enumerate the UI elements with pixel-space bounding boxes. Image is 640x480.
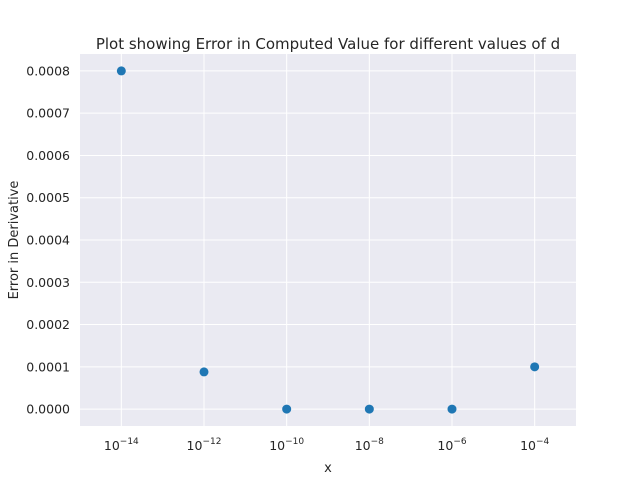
y-tick-label: 0.0006 bbox=[26, 148, 70, 163]
x-axis-label: x bbox=[324, 461, 332, 476]
y-tick-label: 0.0000 bbox=[26, 402, 70, 417]
x-tick-label: 10−4 bbox=[520, 437, 549, 453]
x-tick-label: 10−10 bbox=[269, 437, 304, 453]
data-point bbox=[199, 367, 209, 377]
y-tick-label: 0.0003 bbox=[26, 275, 70, 290]
y-tick-label: 0.0005 bbox=[26, 190, 70, 205]
x-tick-label: 10−6 bbox=[437, 437, 466, 453]
x-tick-label: 10−12 bbox=[187, 437, 222, 453]
x-tick-label: 10−14 bbox=[104, 437, 139, 453]
data-point bbox=[447, 404, 457, 414]
x-tick-labels: 10−14 10−12 10−10 10−8 10−6 10−4 bbox=[104, 437, 550, 453]
data-point bbox=[530, 362, 540, 372]
data-point bbox=[282, 404, 292, 414]
y-tick-label: 0.0004 bbox=[26, 233, 70, 248]
y-tick-labels: 0.0000 0.0001 0.0002 0.0003 0.0004 0.0005 0.00… bbox=[26, 63, 70, 416]
data-point bbox=[364, 404, 374, 414]
grid-lines bbox=[80, 54, 576, 426]
y-axis-label: Error in Derivative bbox=[7, 181, 22, 300]
y-tick-label: 0.0007 bbox=[26, 106, 70, 121]
chart-title: Plot showing Error in Computed Value for… bbox=[96, 35, 560, 53]
data-points bbox=[116, 66, 540, 414]
y-tick-label: 0.0008 bbox=[26, 63, 70, 78]
y-tick-label: 0.0002 bbox=[26, 317, 70, 332]
x-tick-label: 10−8 bbox=[355, 437, 384, 453]
data-point bbox=[116, 66, 126, 76]
y-tick-label: 0.0001 bbox=[26, 359, 70, 374]
